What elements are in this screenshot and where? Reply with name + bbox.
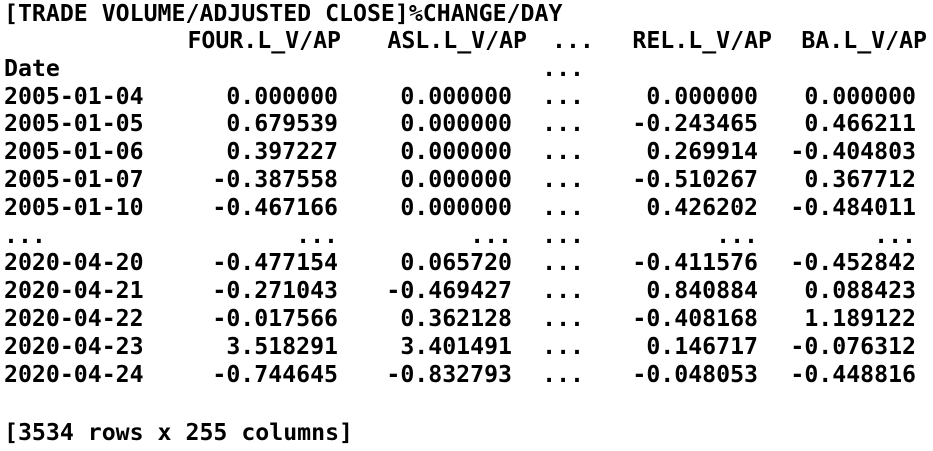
cell-four: -0.271043 xyxy=(212,277,338,305)
table-row: 2005-01-07 -0.387558 0.000000... -0.510267 0… xyxy=(4,166,933,194)
cell-rel: 0.840884 xyxy=(646,277,758,305)
cell-rel: 0.146717 xyxy=(646,332,758,360)
column-header-asl: ASL.L_V/AP xyxy=(387,27,527,54)
cell-ba: ... xyxy=(874,221,916,249)
column-header-ba: BA.L_V/AP xyxy=(801,27,927,54)
cell-rel: -0.411576 xyxy=(632,249,758,277)
cell-ellipsis: ... xyxy=(542,277,584,305)
cell-four: 0.000000 xyxy=(226,82,338,110)
cell-ba: -0.404803 xyxy=(790,138,916,166)
table-row: 2020-04-24 -0.744645 -0.832793... -0.048053… xyxy=(4,361,933,389)
cell-date: 2005-01-07 xyxy=(4,165,144,193)
table-row: 2020-04-23 3.518291 3.401491... 0.146717 -0.… xyxy=(4,333,933,361)
table-row: .................. xyxy=(4,222,933,250)
column-header-rel: REL.L_V/AP xyxy=(632,27,772,54)
cell-four: -0.467166 xyxy=(212,193,338,221)
cell-rel: -0.510267 xyxy=(632,165,758,193)
cell-rel: -0.408168 xyxy=(632,304,758,332)
cell-date: 2005-01-04 xyxy=(4,82,144,110)
cell-asl: 0.000000 xyxy=(400,165,512,193)
cell-date: 2020-04-24 xyxy=(4,360,144,388)
cell-asl: ... xyxy=(470,221,512,249)
cell-ellipsis: ... xyxy=(542,249,584,277)
cell-rel: -0.048053 xyxy=(632,360,758,388)
console-output: [TRADE VOLUME/ADJUSTED CLOSE]%CHANGE/DAY… xyxy=(4,0,933,388)
cell-asl: -0.832793 xyxy=(386,360,512,388)
cell-date: 2005-01-06 xyxy=(4,138,144,166)
cell-date: 2020-04-20 xyxy=(4,249,144,277)
cell-ba: -0.452842 xyxy=(790,249,916,277)
column-header-ellipsis: ... xyxy=(552,27,594,54)
cell-ellipsis: ... xyxy=(542,304,584,332)
cell-ba: 0.466211 xyxy=(804,110,916,138)
cell-rel: 0.426202 xyxy=(646,193,758,221)
table-row: 2020-04-22 -0.017566 0.362128... -0.408168 1… xyxy=(4,305,933,333)
cell-asl: 0.000000 xyxy=(400,82,512,110)
cell-ba: 1.189122 xyxy=(804,304,916,332)
cell-date: ... xyxy=(4,221,46,249)
cell-rel: ... xyxy=(716,221,758,249)
cell-four: -0.387558 xyxy=(212,165,338,193)
cell-date: 2005-01-10 xyxy=(4,193,144,221)
data-rows: 2005-01-04 0.000000 0.000000... 0.000000 0.0… xyxy=(4,83,933,389)
cell-ellipsis: ... xyxy=(542,193,584,221)
cell-rel: 0.269914 xyxy=(646,138,758,166)
cell-ba: -0.076312 xyxy=(790,332,916,360)
cell-ba: 0.367712 xyxy=(804,165,916,193)
cell-four: -0.017566 xyxy=(212,304,338,332)
cell-four: -0.744645 xyxy=(212,360,338,388)
cell-four: -0.477154 xyxy=(212,249,338,277)
cell-asl: 0.000000 xyxy=(400,110,512,138)
cell-date: 2020-04-22 xyxy=(4,304,144,332)
cell-asl: 0.362128 xyxy=(400,304,512,332)
cell-asl: 3.401491 xyxy=(400,332,512,360)
index-name-row: Date ... xyxy=(4,55,933,83)
cell-ba: 0.000000 xyxy=(804,82,916,110)
cell-four: 0.679539 xyxy=(226,110,338,138)
cell-four: ... xyxy=(296,221,338,249)
cell-asl: 0.000000 xyxy=(400,193,512,221)
cell-asl: 0.000000 xyxy=(400,138,512,166)
cell-asl: 0.065720 xyxy=(400,249,512,277)
cell-date: 2005-01-05 xyxy=(4,110,144,138)
table-row: 2005-01-10 -0.467166 0.000000... 0.426202 -0… xyxy=(4,194,933,222)
cell-ellipsis: ... xyxy=(542,110,584,138)
cell-ellipsis: ... xyxy=(542,332,584,360)
index-name: Date xyxy=(4,54,60,82)
cell-ba: -0.484011 xyxy=(790,193,916,221)
cell-asl: -0.469427 xyxy=(386,277,512,305)
table-row: 2005-01-04 0.000000 0.000000... 0.000000 0.0… xyxy=(4,83,933,111)
column-header-row: FOUR.L_V/AP ASL.L_V/AP ... REL.L_V/AP BA… xyxy=(4,27,933,55)
cell-ellipsis: ... xyxy=(542,138,584,166)
cell-rel: 0.000000 xyxy=(646,82,758,110)
cell-date: 2020-04-21 xyxy=(4,277,144,305)
output-title: [TRADE VOLUME/ADJUSTED CLOSE]%CHANGE/DAY xyxy=(4,0,563,27)
cell-rel: -0.243465 xyxy=(632,110,758,138)
cell-ellipsis: ... xyxy=(542,221,584,249)
table-row: 2020-04-21 -0.271043 -0.469427... 0.840884 0… xyxy=(4,277,933,305)
cell-ellipsis: ... xyxy=(542,360,584,388)
column-header-four: FOUR.L_V/AP xyxy=(187,27,341,54)
index-name-ellipsis: ... xyxy=(542,54,584,82)
shape-summary: [3534 rows x 255 columns] xyxy=(4,419,354,446)
cell-date: 2020-04-23 xyxy=(4,332,144,360)
table-row: 2005-01-05 0.679539 0.000000... -0.243465 0.… xyxy=(4,110,933,138)
cell-four: 0.397227 xyxy=(226,138,338,166)
cell-ellipsis: ... xyxy=(542,82,584,110)
cell-ba: -0.448816 xyxy=(790,360,916,388)
table-row: 2020-04-20 -0.477154 0.065720... -0.411576 -… xyxy=(4,249,933,277)
table-row: 2005-01-06 0.397227 0.000000... 0.269914 -0.… xyxy=(4,138,933,166)
cell-ellipsis: ... xyxy=(542,165,584,193)
cell-ba: 0.088423 xyxy=(804,277,916,305)
cell-four: 3.518291 xyxy=(226,332,338,360)
